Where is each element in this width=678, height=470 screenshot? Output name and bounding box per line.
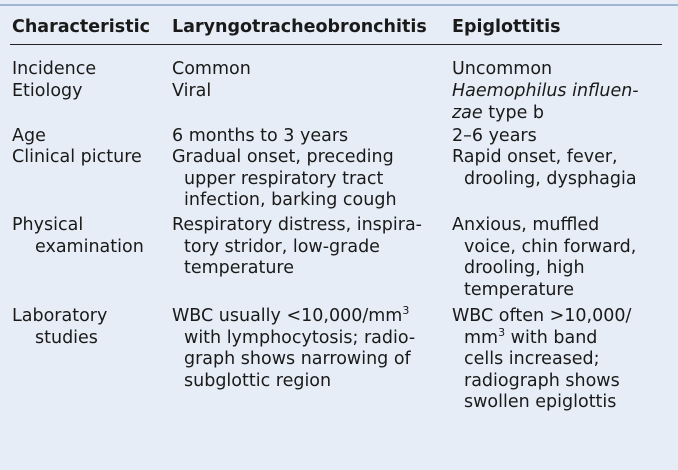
row-clinical-ltb-line2: upper respiratory tract	[184, 168, 384, 189]
row-physical-epi-line4: temperature	[464, 279, 574, 300]
row-clinical-epi-line2: drooling, dysphagia	[464, 168, 637, 189]
row-physical-epi-line3: drooling, high	[464, 258, 585, 278]
row-lab-label-line1: Laboratory	[12, 306, 108, 326]
header-characteristic: Characteristic	[12, 17, 150, 37]
row-incidence-epi: Uncommon	[452, 59, 553, 79]
row-lab-ltb-line1: WBC usually <10,000/mm3	[172, 304, 410, 328]
row-lab-label-line2: studies	[35, 327, 98, 348]
row-lab-ltb-line1-text: WBC usually <10,000/mm	[172, 306, 403, 326]
row-physical-ltb-line3: temperature	[184, 258, 294, 278]
row-lab-ltb-line4: subglottic region	[184, 370, 332, 391]
row-clinical-label: Clinical picture	[12, 147, 142, 167]
table-top-border	[0, 4, 678, 6]
row-lab-epi-line4: radiograph shows	[464, 370, 620, 391]
row-age-ltb: 6 months to 3 years	[172, 126, 349, 146]
row-clinical-ltb-line3: infection, barking cough	[184, 190, 397, 210]
header-epiglottitis: Epiglottitis	[452, 17, 561, 37]
row-lab-epi-line3: cells increased;	[464, 349, 600, 369]
row-physical-label-line1: Physical	[12, 215, 84, 235]
row-age-epi: 2–6 years	[452, 126, 537, 146]
row-lab-ltb-sup: 3	[402, 304, 410, 317]
row-etiology-epi-rest: type b	[482, 102, 545, 123]
row-etiology-epi-line1: Haemophilus influen-	[452, 81, 639, 101]
row-physical-label-line2: examination	[35, 236, 144, 257]
row-incidence-label: Incidence	[12, 59, 97, 79]
row-etiology-label: Etiology	[12, 81, 83, 101]
row-lab-epi-line2: mm3 with band	[452, 325, 598, 350]
row-lab-epi-line2-pre: mm	[464, 327, 499, 348]
header-laryngotracheobronchitis: Laryngotracheobronchitis	[172, 17, 427, 37]
row-etiology-epi-line2: zae type b	[452, 103, 544, 125]
row-lab-ltb-line3: graph shows narrowing of	[184, 349, 411, 369]
row-lab-epi-line2-post: with band	[505, 327, 598, 348]
row-lab-epi-sup: 3	[498, 325, 506, 339]
header-rule	[10, 44, 662, 45]
row-physical-epi-line2: voice, chin forward,	[464, 236, 637, 257]
row-lab-ltb-line2: with lymphocytosis; radio-	[184, 327, 416, 348]
row-physical-ltb-line2: tory stridor, low-grade	[184, 236, 380, 257]
row-incidence-ltb: Common	[172, 59, 251, 79]
row-clinical-epi-line1: Rapid onset, fever,	[452, 147, 618, 167]
row-clinical-ltb-line1: Gradual onset, preceding	[172, 147, 394, 167]
row-etiology-ltb: Viral	[172, 81, 212, 101]
row-age-label: Age	[12, 126, 46, 146]
row-lab-epi-line1: WBC often >10,000/	[452, 306, 632, 326]
row-lab-epi-line5: swollen epiglottis	[464, 392, 617, 412]
row-etiology-epi-italic: zae	[452, 102, 483, 123]
row-physical-ltb-line1: Respiratory distress, inspira-	[172, 215, 422, 235]
row-physical-epi-line1: Anxious, muffled	[452, 215, 600, 235]
